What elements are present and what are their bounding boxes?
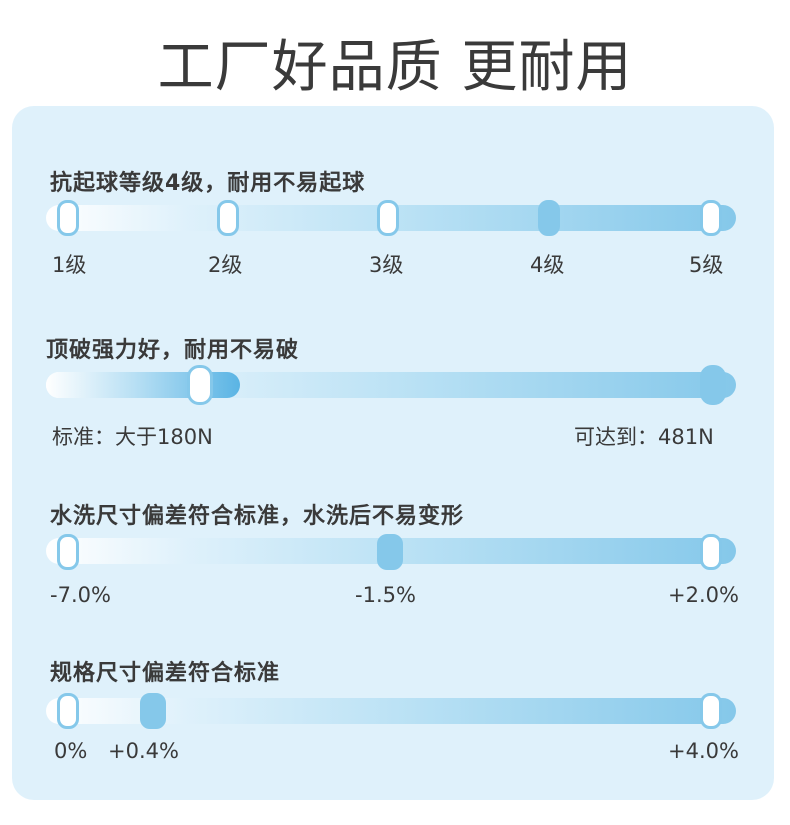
- max-label: 可达到：481N: [574, 425, 714, 449]
- level-5-marker: [700, 200, 722, 236]
- level-3-label: 3级: [369, 253, 404, 277]
- level-3-marker: [377, 200, 399, 236]
- level-5-label: 5级: [689, 253, 724, 277]
- washing-max-label: +2.0%: [668, 583, 739, 607]
- washing-value-label: -1.5%: [355, 583, 416, 607]
- spec-value-label: +0.4%: [108, 739, 179, 763]
- level-2-label: 2级: [208, 253, 243, 277]
- pilling-heading: 抗起球等级4级，耐用不易起球: [50, 171, 366, 196]
- washing-value-marker: [377, 534, 403, 570]
- spec-value-marker: [140, 693, 166, 729]
- strength-heading: 顶破强力好，耐用不易破: [46, 338, 300, 363]
- level-4-marker: [538, 200, 560, 236]
- level-1-marker: [57, 200, 79, 236]
- strength-section: 顶破强力好，耐用不易破 标准：大于180N 可达到：481N: [0, 332, 790, 492]
- standard-label: 标准：大于180N: [52, 425, 213, 449]
- page-title: 工厂好品质 更耐用: [157, 35, 633, 100]
- level-4-label: 4级: [530, 253, 565, 277]
- pilling-section: 抗起球等级4级，耐用不易起球 1级 2级 3级 4级 5级: [0, 165, 790, 325]
- washing-min-label: -7.0%: [50, 583, 111, 607]
- spec-section: 规格尺寸偏差符合标准 0% +0.4% +4.0%: [0, 655, 790, 815]
- standard-marker: [187, 365, 213, 405]
- spec-max-marker: [700, 693, 722, 729]
- max-marker: [700, 365, 726, 405]
- level-2-marker: [217, 200, 239, 236]
- spec-min-marker: [57, 693, 79, 729]
- spec-min-label: 0%: [54, 739, 88, 763]
- spec-max-label: +4.0%: [668, 739, 739, 763]
- washing-section: 水洗尺寸偏差符合标准，水洗后不易变形 -7.0% -1.5% +2.0%: [0, 498, 790, 658]
- spec-heading: 规格尺寸偏差符合标准: [50, 661, 281, 686]
- washing-max-marker: [700, 534, 722, 570]
- level-1-label: 1级: [52, 253, 87, 277]
- washing-min-marker: [57, 534, 79, 570]
- washing-heading: 水洗尺寸偏差符合标准，水洗后不易变形: [50, 504, 465, 529]
